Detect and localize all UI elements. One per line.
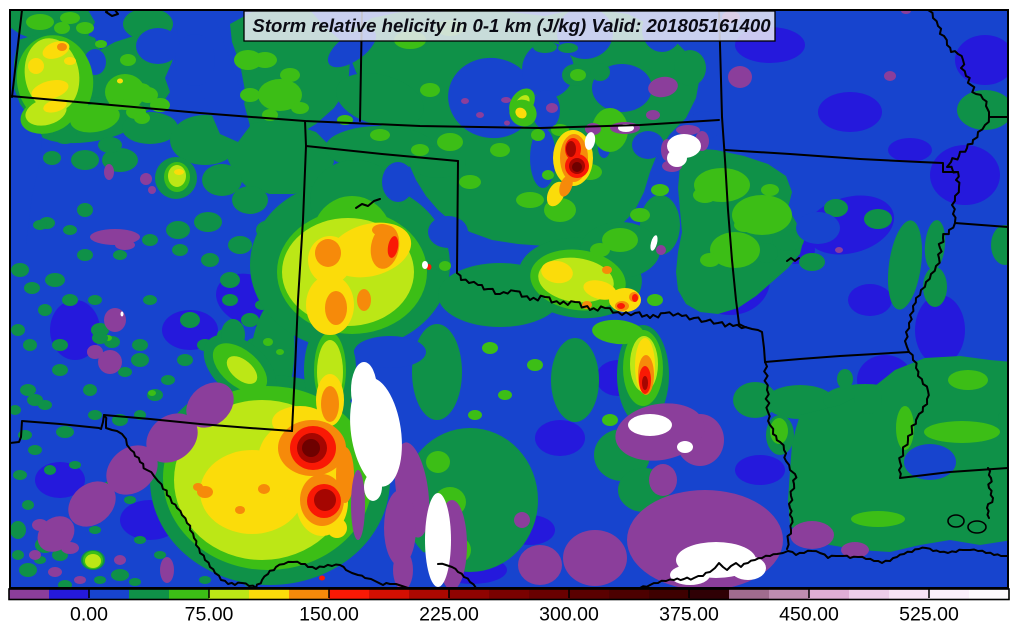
svg-text:450.00: 450.00 — [779, 604, 839, 626]
svg-text:0.00: 0.00 — [70, 604, 108, 626]
svg-text:375.00: 375.00 — [659, 604, 719, 626]
svg-text:Storm relative helicity in 0-1: Storm relative helicity in 0-1 km (J/kg)… — [252, 15, 771, 36]
svg-text:75.00: 75.00 — [185, 604, 234, 626]
svg-text:150.00: 150.00 — [299, 604, 359, 626]
svg-text:300.00: 300.00 — [539, 604, 599, 626]
svg-text:225.00: 225.00 — [419, 604, 479, 626]
svg-text:525.00: 525.00 — [899, 604, 959, 626]
